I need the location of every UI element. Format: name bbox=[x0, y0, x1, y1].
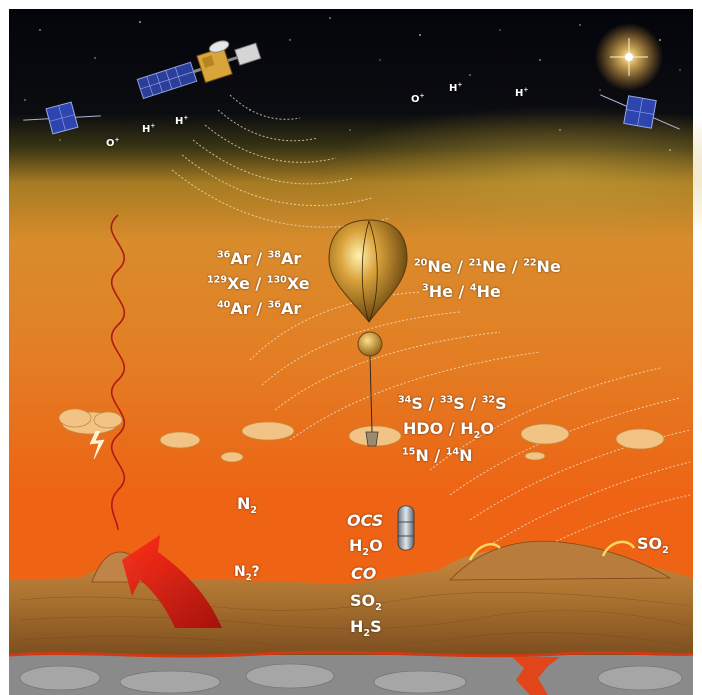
rock-texture bbox=[19, 663, 683, 694]
gas-co: CO bbox=[351, 564, 377, 583]
ion-h-plus-left-1: H+ bbox=[142, 122, 156, 135]
gas-h2s: H2S bbox=[350, 617, 382, 640]
isotope-ratio-ne: 20Ne / 21Ne / 22Ne bbox=[414, 257, 561, 276]
isotope-ratio-ar36-ar38: 36Ar / 38Ar bbox=[217, 249, 302, 268]
lightning-bolt bbox=[89, 430, 105, 460]
gas-n2-question: N2? bbox=[234, 564, 260, 582]
orbiter-satellite bbox=[136, 40, 262, 100]
isotope-ratio-xe129-xe130: 129Xe / 130Xe bbox=[207, 274, 310, 293]
eruption-right bbox=[601, 540, 636, 557]
cubesat-left bbox=[23, 101, 101, 135]
ion-o-plus-left: O+ bbox=[106, 136, 120, 149]
isotope-ratio-ar40-ar36: 40Ar / 36Ar bbox=[217, 299, 302, 318]
infrared-emission-wave bbox=[110, 214, 126, 531]
gas-so2-right: SO2 bbox=[637, 534, 669, 557]
mountain-right bbox=[449, 540, 672, 581]
clouds bbox=[58, 408, 665, 463]
descent-probe bbox=[397, 505, 415, 551]
isotope-ratio-hdo-h2o: HDO / H2O bbox=[403, 419, 494, 442]
outgassing-arrow bbox=[122, 535, 222, 628]
cubesat-right bbox=[600, 94, 680, 130]
upper-haze-glow bbox=[320, 105, 702, 245]
orbiter-signal-waves bbox=[171, 94, 391, 228]
ground-texture bbox=[19, 591, 691, 647]
gas-n2: N2 bbox=[237, 494, 258, 517]
crust-rock bbox=[9, 655, 693, 695]
ion-h-plus-right-1: H+ bbox=[449, 81, 463, 94]
ion-h-plus-left-2: H+ bbox=[175, 114, 189, 127]
ion-h-plus-right-2: H+ bbox=[515, 86, 529, 99]
lava-conduit bbox=[512, 657, 560, 695]
gas-so2-center: SO2 bbox=[350, 591, 382, 614]
balloon bbox=[328, 219, 408, 447]
isotope-ratio-he: 3He / 4He bbox=[422, 282, 501, 301]
gas-h2o: H2O bbox=[349, 536, 383, 559]
eruption-left bbox=[468, 543, 501, 561]
isotope-ratio-sulfur: 34S / 33S / 32S bbox=[398, 394, 507, 413]
ion-o-plus-right: O+ bbox=[411, 92, 425, 105]
isotope-ratio-nitrogen: 15N / 14N bbox=[402, 446, 473, 465]
gas-ocs: OCS bbox=[347, 511, 384, 530]
stars bbox=[24, 17, 681, 151]
